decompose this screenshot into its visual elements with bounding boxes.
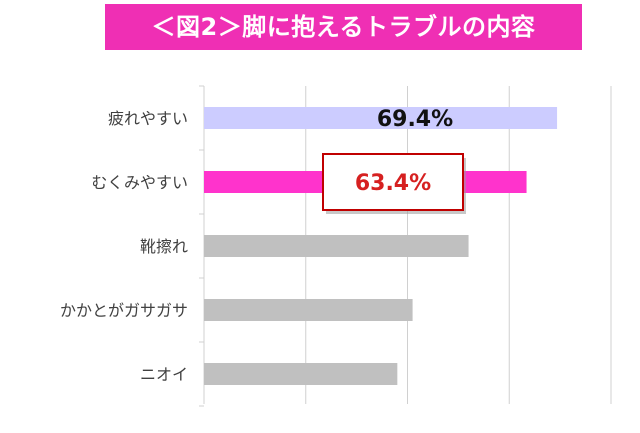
data-label-layer: 69.4% 63.4% [322, 107, 466, 214]
category-label-2: 靴擦れ [140, 237, 188, 256]
bar-2 [204, 235, 469, 257]
callout-box: 63.4% [322, 153, 466, 214]
bar-0 [204, 107, 558, 129]
category-label-4: ニオイ [140, 365, 188, 384]
category-label-3: かかとがガサガサ [60, 301, 188, 320]
chart-title: ＜図2＞脚に抱えるトラブルの内容 [105, 4, 582, 50]
data-label-1: 63.4% [355, 171, 431, 196]
bar-layer [204, 107, 558, 385]
bar-3 [204, 299, 413, 321]
data-label-0: 69.4% [377, 107, 453, 132]
bar-4 [204, 363, 398, 385]
category-label-0: 疲れやすい [108, 109, 188, 128]
category-label-1: むくみやすい [91, 173, 188, 192]
callout-frame [322, 153, 464, 211]
